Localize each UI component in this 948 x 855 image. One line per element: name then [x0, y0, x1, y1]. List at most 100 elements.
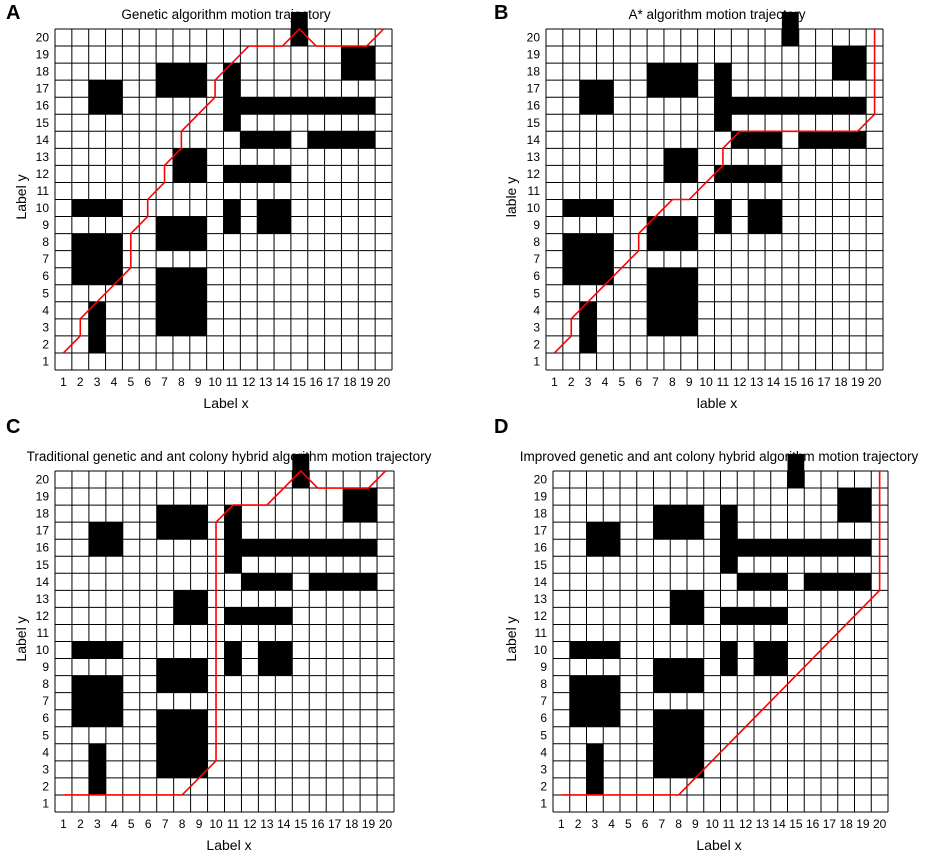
- x-tick-label: 14: [767, 375, 781, 389]
- x-tick-label: 8: [669, 375, 676, 389]
- obstacle-cell: [223, 63, 241, 81]
- obstacle-cell: [596, 233, 614, 251]
- obstacle-cell: [190, 675, 208, 693]
- obstacle-cell: [257, 216, 275, 234]
- x-tick-label: 9: [692, 817, 699, 831]
- obstacle-cell: [358, 97, 376, 115]
- obstacle-cell: [714, 216, 732, 234]
- obstacle-cell: [670, 658, 687, 676]
- obstacle-cell: [105, 539, 123, 557]
- obstacle-cell: [172, 233, 190, 251]
- x-tick-label: 15: [294, 817, 308, 831]
- x-tick-label: 7: [659, 817, 666, 831]
- y-tick-label: 13: [36, 150, 50, 164]
- obstacle-cell: [105, 233, 123, 251]
- obstacle-cell: [172, 80, 190, 98]
- obstacle-cell: [663, 267, 681, 285]
- obstacle-cell: [224, 641, 242, 659]
- obstacle-cell: [257, 165, 275, 183]
- obstacle-cell: [292, 453, 310, 471]
- obstacle-cell: [653, 658, 671, 676]
- obstacle-cell: [173, 675, 191, 693]
- obstacle-cell: [223, 114, 241, 132]
- y-tick-label: 2: [42, 779, 49, 793]
- obstacle-cell: [223, 80, 241, 98]
- obstacle-cell: [156, 675, 174, 693]
- obstacle-cell: [173, 658, 191, 676]
- obstacle-cell: [748, 131, 766, 149]
- y-tick-label: 9: [540, 660, 547, 674]
- obstacle-cell: [326, 573, 344, 591]
- y-tick-label: 1: [540, 796, 547, 810]
- obstacle-cell: [653, 760, 671, 778]
- obstacle-cell: [189, 216, 207, 234]
- trajectory-line: [63, 470, 387, 796]
- obstacle-cell: [787, 453, 805, 471]
- obstacle-cell: [663, 284, 681, 302]
- y-tick-label: 2: [42, 337, 49, 351]
- x-tick-label: 11: [723, 817, 736, 831]
- obstacle-cell: [360, 505, 378, 523]
- obstacle-cell: [680, 233, 698, 251]
- chart-title: Traditional genetic and ant colony hybri…: [27, 449, 432, 464]
- obstacle-cell: [105, 97, 123, 115]
- obstacle-cell: [190, 760, 208, 778]
- obstacle-cell: [569, 709, 587, 727]
- obstacle-cell: [156, 505, 174, 523]
- y-tick-label: 1: [42, 354, 49, 368]
- obstacle-cell: [562, 233, 580, 251]
- y-tick-label: 19: [534, 490, 548, 504]
- x-tick-label: 3: [94, 375, 101, 389]
- x-tick-label: 11: [227, 817, 240, 831]
- obstacle-cell: [190, 607, 208, 625]
- y-tick-label: 13: [36, 592, 50, 606]
- y-tick-label: 13: [534, 592, 548, 606]
- obstacle-cell: [105, 675, 123, 693]
- y-tick-label: 16: [36, 541, 50, 555]
- obstacle-cell: [586, 675, 604, 693]
- obstacle-cell: [647, 318, 664, 336]
- obstacle-cell: [579, 233, 597, 251]
- obstacle-cell: [224, 522, 242, 540]
- obstacle-cell: [653, 505, 671, 523]
- obstacle-cell: [579, 97, 597, 115]
- obstacle-cell: [804, 573, 821, 591]
- y-tick-label: 15: [534, 558, 548, 572]
- obstacle-cell: [88, 777, 106, 795]
- obstacle-cell: [781, 29, 799, 47]
- obstacle-cell: [754, 658, 771, 676]
- y-tick-label: 8: [533, 235, 540, 249]
- obstacle-cell: [670, 675, 687, 693]
- obstacle-cell: [343, 488, 361, 506]
- obstacle-cell: [88, 692, 106, 710]
- obstacle-cell: [670, 590, 687, 608]
- y-tick-label: 4: [42, 303, 49, 317]
- x-tick-label: 12: [243, 817, 257, 831]
- obstacle-cell: [156, 709, 174, 727]
- y-tick-label: 5: [533, 286, 540, 300]
- obstacle-cell: [309, 573, 327, 591]
- y-tick-label: 2: [533, 337, 540, 351]
- x-tick-label: 20: [868, 375, 882, 389]
- obstacle-cell: [326, 539, 344, 557]
- obstacle-cell: [832, 131, 850, 149]
- obstacle-cell: [737, 539, 754, 557]
- obstacle-cell: [290, 11, 308, 29]
- y-tick-label: 19: [527, 48, 541, 62]
- obstacle-cell: [720, 556, 738, 574]
- obstacle-cell: [172, 267, 190, 285]
- obstacle-cell: [156, 63, 173, 81]
- y-tick-label: 12: [534, 609, 548, 623]
- obstacle-cell: [71, 709, 89, 727]
- obstacle-cell: [275, 539, 293, 557]
- obstacle-cell: [341, 46, 359, 64]
- obstacle-cell: [765, 165, 782, 183]
- x-axis-label: Label x: [696, 837, 741, 853]
- obstacle-cell: [71, 250, 89, 268]
- obstacle-cell: [579, 318, 597, 336]
- x-tick-label: 7: [162, 817, 169, 831]
- x-tick-label: 20: [873, 817, 887, 831]
- x-tick-label: 15: [784, 375, 798, 389]
- obstacle-cell: [189, 165, 207, 183]
- obstacle-cell: [358, 46, 376, 64]
